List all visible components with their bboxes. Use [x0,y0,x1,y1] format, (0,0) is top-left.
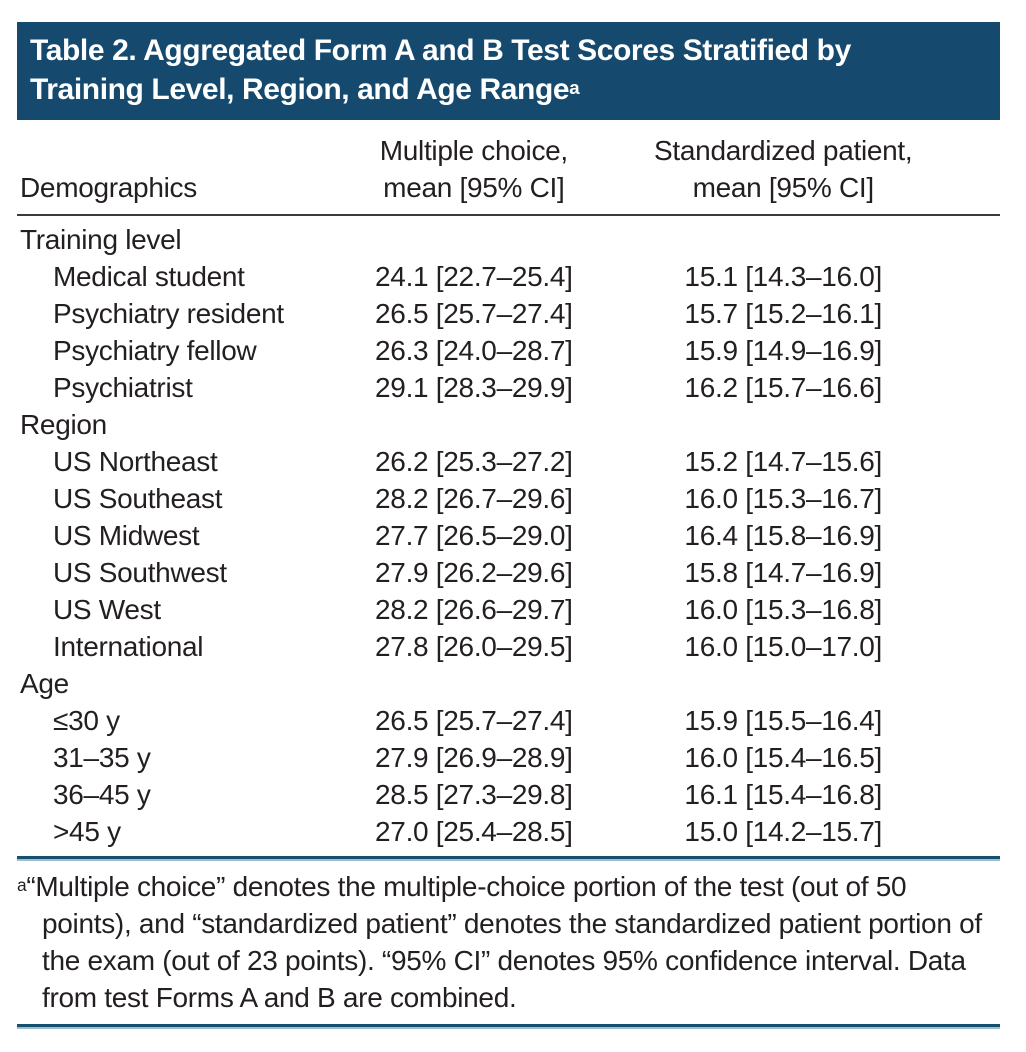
row-label: US West [53,594,161,625]
footnote-top-rule [17,856,1000,861]
footnote-text: “Multiple choice” denotes the multiple-c… [26,871,982,1013]
standardized-patient-value: 15.0 [14.2–15.7] [684,816,883,847]
multiple-choice-value: 24.1 [22.7–25.4] [375,261,573,292]
standardized-patient-value: 16.2 [15.7–16.6] [684,372,883,403]
standardized-patient-value: 15.9 [15.5–16.4] [684,705,883,736]
scores-table: Demographics Multiple choice, mean [95% C… [17,132,1000,850]
table-row: Medical student 24.1 [22.7–25.4] 15.1 [14.… [17,258,1000,295]
multiple-choice-value: 26.5 [25.7–27.4] [375,705,573,736]
multiple-choice-value: 29.1 [28.3–29.9] [375,372,573,403]
table-row: US Southwest 27.9 [26.2–29.6] 15.8 [14.7–1… [17,554,1000,591]
multiple-choice-value: 27.0 [25.4–28.5] [375,816,573,847]
row-label: ≤30 y [53,705,120,736]
row-label: Medical student [53,261,245,292]
column-header-standardized-patient-line1: Standardized patient, [654,135,913,166]
row-label: Psychiatry resident [53,298,284,329]
table-row: US West 28.2 [26.6–29.7] 16.0 [15.3–16.8] [17,591,1000,628]
multiple-choice-value: 27.8 [26.0–29.5] [375,631,573,662]
multiple-choice-value: 26.3 [24.0–28.7] [375,335,573,366]
multiple-choice-value: 27.9 [26.2–29.6] [375,557,573,588]
multiple-choice-value: 27.7 [26.5–29.0] [375,520,573,551]
row-label: US Southwest [53,557,227,588]
table-title-line2: Training Level, Region, and Age Range [30,73,570,106]
table-row: US Midwest 27.7 [26.5–29.0] 16.4 [15.8–16.… [17,517,1000,554]
table-row: >45 y 27.0 [25.4–28.5] 15.0 [14.2–15.7] [17,813,1000,850]
row-label: US Northeast [53,446,218,477]
table-row: Psychiatrist 29.1 [28.3–29.9] 16.2 [15.7–1… [17,369,1000,406]
row-label: 31–35 y [53,742,151,773]
standardized-patient-value: 15.8 [14.7–16.9] [684,557,883,588]
table-row: 31–35 y 27.9 [26.9–28.9] 16.0 [15.4–16.5] [17,739,1000,776]
column-header-demographics: Demographics [17,132,352,216]
section-header-row: Region [17,406,1000,443]
table-row: 36–45 y 28.5 [27.3–29.8] 16.1 [15.4–16.8] [17,776,1000,813]
section-label: Region [20,409,107,440]
table-title: Table 2. Aggregated Form A and B Test Sc… [30,31,986,109]
table-row: Psychiatry resident 26.5 [25.7–27.4] 15.7 … [17,295,1000,332]
standardized-patient-value: 16.0 [15.3–16.7] [684,483,883,514]
row-label: 36–45 y [53,779,151,810]
standardized-patient-value: 15.2 [14.7–15.6] [684,446,883,477]
multiple-choice-value: 28.2 [26.6–29.7] [375,594,573,625]
table-row: International 27.8 [26.0–29.5] 16.0 [15.0–… [17,628,1000,665]
standardized-patient-value: 16.0 [15.4–16.5] [684,742,883,773]
standardized-patient-value: 16.1 [15.4–16.8] [684,779,883,810]
standardized-patient-value: 16.0 [15.0–17.0] [684,631,883,662]
table-title-footnote-marker: a [569,77,580,98]
column-header-standardized-patient: Standardized patient, mean [95% CI] [626,132,1000,216]
multiple-choice-value: 27.9 [26.9–28.9] [375,742,573,773]
column-header-multiple-choice: Multiple choice, mean [95% CI] [351,132,627,216]
multiple-choice-value: 28.2 [26.7–29.6] [375,483,573,514]
row-label: International [53,631,204,662]
section-header-row: Age [17,665,1000,702]
table-row: US Southeast 28.2 [26.7–29.6] 16.0 [15.3–1… [17,480,1000,517]
column-header-multiple-choice-line2: mean [95% CI] [383,172,565,203]
section-header-row: Training level [17,215,1000,258]
section-label: Age [20,668,69,699]
row-label: Psychiatry fellow [53,335,257,366]
standardized-patient-value: 15.9 [14.9–16.9] [684,335,883,366]
row-label: US Southeast [53,483,223,514]
standardized-patient-value: 16.0 [15.3–16.8] [684,594,883,625]
section-label: Training level [20,224,182,255]
standardized-patient-value: 16.4 [15.8–16.9] [684,520,883,551]
row-label: US Midwest [53,520,200,551]
standardized-patient-value: 15.7 [15.2–16.1] [684,298,883,329]
table-row: Psychiatry fellow 26.3 [24.0–28.7] 15.9 [1… [17,332,1000,369]
table-bottom-rule [17,1024,1000,1029]
row-label: Psychiatrist [53,372,193,403]
multiple-choice-value: 26.5 [25.7–27.4] [375,298,573,329]
table-title-banner: Table 2. Aggregated Form A and B Test Sc… [17,22,1000,120]
scores-table-header: Demographics Multiple choice, mean [95% C… [17,132,1000,216]
header-row: Demographics Multiple choice, mean [95% C… [17,132,1000,216]
footnote: a“Multiple choice” denotes the multiple-… [17,861,1000,1016]
table-row: ≤30 y 26.5 [25.7–27.4] 15.9 [15.5–16.4] [17,702,1000,739]
column-header-standardized-patient-line2: mean [95% CI] [692,172,875,203]
scores-table-body: Training level Medical student 24.1 [22.7–… [17,215,1000,850]
standardized-patient-value: 15.1 [14.3–16.0] [684,261,883,292]
row-label: >45 y [53,816,121,847]
table-title-line1: Table 2. Aggregated Form A and B Test Sc… [30,34,851,67]
column-header-multiple-choice-line1: Multiple choice, [379,135,568,166]
table-row: US Northeast 26.2 [25.3–27.2] 15.2 [14.7–1… [17,443,1000,480]
footnote-marker: a [17,875,27,895]
multiple-choice-value: 28.5 [27.3–29.8] [375,779,573,810]
multiple-choice-value: 26.2 [25.3–27.2] [375,446,573,477]
